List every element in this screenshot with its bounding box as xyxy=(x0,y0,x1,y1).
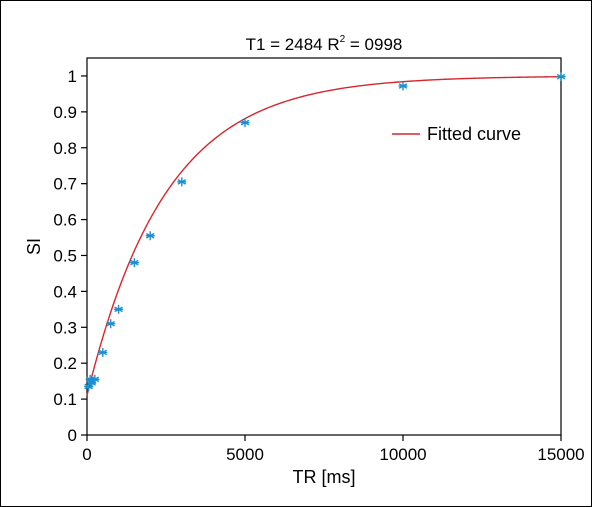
data-point-marker xyxy=(177,177,187,187)
x-tick-label: 0 xyxy=(82,445,91,464)
y-axis-label: SI xyxy=(24,238,44,255)
data-point-marker xyxy=(240,118,250,128)
x-tick-label: 5000 xyxy=(226,445,264,464)
y-tick-label: 0 xyxy=(68,426,77,445)
y-axis: 0 0.1 0.2 0.3 0.4 0.5 0.6 0.7 0.8 0.9 1 xyxy=(53,67,87,445)
data-point-marker xyxy=(398,81,408,91)
y-tick-label: 0.9 xyxy=(53,103,77,122)
plot-area xyxy=(86,57,562,436)
y-tick-label: 0.8 xyxy=(53,139,77,158)
chart-title-superscript: 2 xyxy=(340,34,346,45)
data-point-marker xyxy=(106,319,116,329)
y-tick-label: 0.2 xyxy=(53,354,77,373)
data-point-marker xyxy=(98,347,108,357)
y-tick-label: 0.5 xyxy=(53,246,77,265)
y-tick-label: 0.3 xyxy=(53,318,77,337)
data-point-marker xyxy=(556,72,566,82)
data-point-marker xyxy=(129,258,139,268)
fitted-curve-line xyxy=(86,76,562,396)
chart-title: T1 = 2484 R2 = 0998 xyxy=(246,34,403,54)
y-tick-label: 0.7 xyxy=(53,175,77,194)
y-tick-label: 1 xyxy=(68,67,77,86)
data-point-marker xyxy=(114,304,124,314)
x-axis: 0 5000 10000 15000 xyxy=(82,435,585,464)
y-tick-label: 0.1 xyxy=(53,390,77,409)
x-tick-label: 15000 xyxy=(537,445,584,464)
x-tick-label: 10000 xyxy=(379,445,426,464)
y-tick-label: 0.6 xyxy=(53,211,77,230)
data-point-marker xyxy=(145,231,155,241)
legend-label: Fitted curve xyxy=(427,124,521,144)
legend: Fitted curve xyxy=(392,124,521,144)
data-markers xyxy=(84,72,566,392)
chart-title-prefix: T1 = 2484 R xyxy=(246,35,340,54)
y-tick-label: 0.4 xyxy=(53,282,77,301)
chart-title-suffix: = 0998 xyxy=(345,35,402,54)
data-point-marker xyxy=(90,374,100,384)
x-axis-label: TR [ms] xyxy=(293,467,356,487)
